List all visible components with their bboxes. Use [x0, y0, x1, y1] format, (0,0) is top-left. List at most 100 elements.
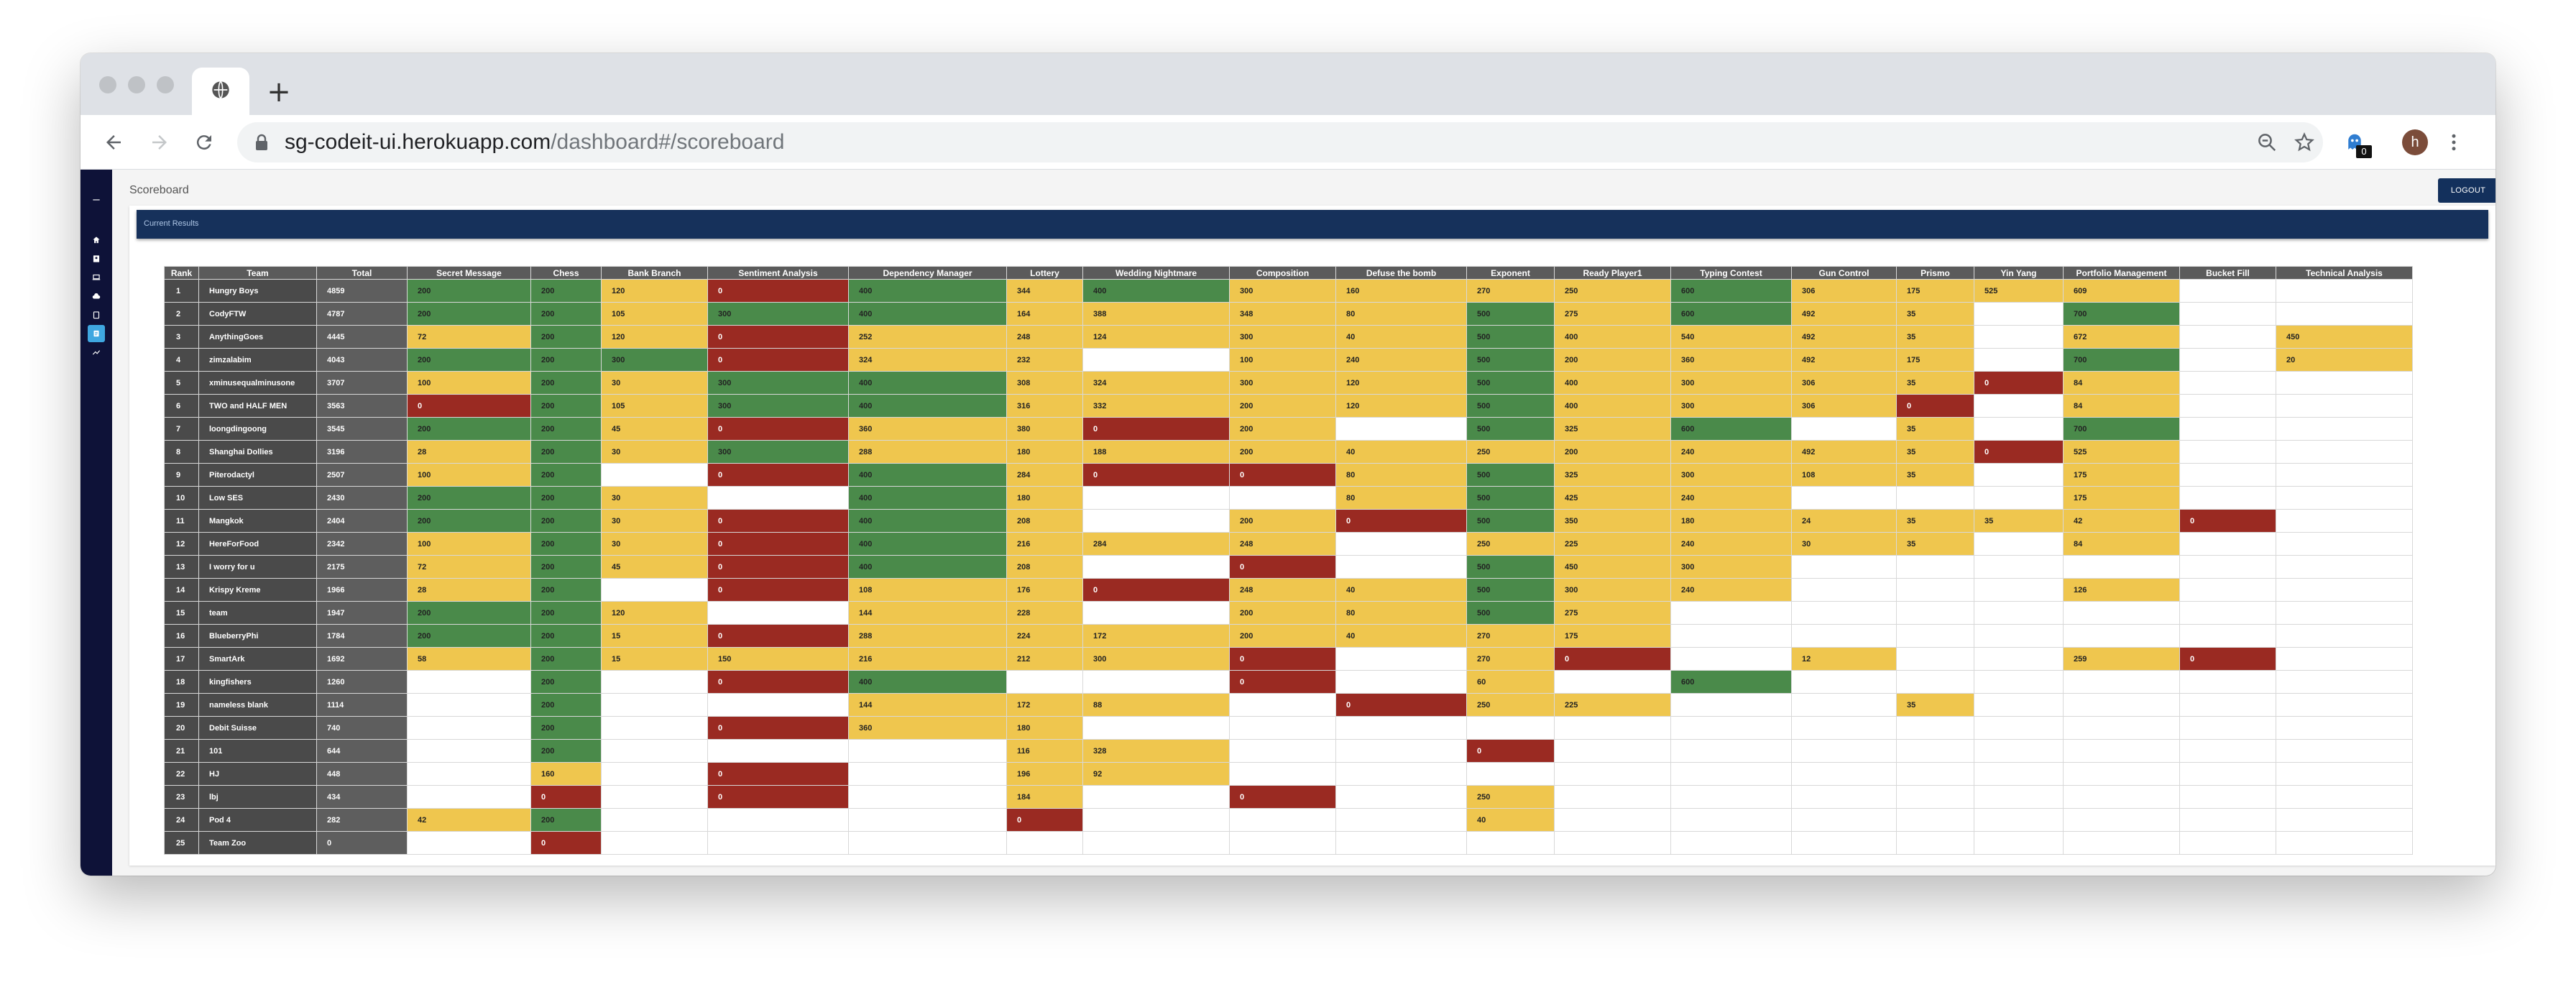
table-row: 2 CodyFTW 4787 200 200 105 300 400 164 388 348 80 50…	[164, 302, 2413, 326]
clipboard-icon	[93, 311, 100, 319]
score-cell: 200	[1229, 394, 1336, 418]
score-cell	[407, 693, 531, 717]
minimize-window-button[interactable]	[128, 76, 145, 93]
score-cell: 250	[1466, 785, 1555, 809]
score-cell	[2276, 831, 2413, 855]
score-cell	[601, 785, 708, 809]
score-cell: 0	[707, 348, 849, 372]
browser-menu-button[interactable]	[2437, 125, 2471, 160]
close-window-button[interactable]	[99, 76, 116, 93]
sidebar-item-scoreboard[interactable]	[88, 325, 105, 342]
reload-button[interactable]	[187, 125, 221, 160]
rank-cell: 24	[164, 808, 199, 832]
table-row: 17 SmartArk 1692 58 200 15 150 216 212 300 0 270 0 12…	[164, 647, 2413, 671]
score-cell	[707, 739, 849, 763]
total-cell: 1114	[316, 693, 408, 717]
score-cell: 500	[1466, 302, 1555, 326]
score-cell: 300	[1554, 578, 1671, 602]
browser-toolbar: sg-codeit-ui.herokuapp.com/dashboard#/sc…	[80, 115, 2496, 170]
score-cell: 250	[1466, 532, 1555, 556]
score-cell: 500	[1466, 394, 1555, 418]
score-cell	[2276, 555, 2413, 579]
column-header: Dependency Manager	[848, 266, 1007, 280]
new-tab-button[interactable]: +	[267, 75, 291, 109]
rank-cell: 16	[164, 624, 199, 648]
sidebar-item-laptop[interactable]	[88, 269, 105, 286]
score-cell: 248	[1229, 532, 1336, 556]
score-cell: 300	[601, 348, 708, 372]
team-cell: Krispy Kreme	[198, 578, 317, 602]
score-cell: 400	[848, 509, 1007, 533]
column-header: Composition	[1229, 266, 1336, 280]
table-row: 10 Low SES 2430 200 200 30 400 180 80 500 425 240 17…	[164, 486, 2413, 510]
total-cell: 0	[316, 831, 408, 855]
score-cell: 270	[1466, 624, 1555, 648]
extension-badge: 0	[2356, 145, 2372, 158]
score-cell: 35	[1896, 302, 1974, 326]
score-cell: 250	[1466, 693, 1555, 717]
score-cell: 200	[530, 486, 602, 510]
score-cell	[1974, 831, 2064, 855]
score-cell: 525	[1974, 279, 2064, 303]
rank-cell: 1	[164, 279, 199, 303]
score-cell: 275	[1554, 302, 1671, 326]
score-cell: 600	[1670, 670, 1792, 694]
score-cell: 492	[1791, 440, 1897, 464]
score-cell: 120	[601, 325, 708, 349]
score-cell	[2063, 739, 2180, 763]
score-cell	[601, 670, 708, 694]
zoom-button[interactable]	[2250, 125, 2284, 160]
score-cell: 175	[2063, 486, 2180, 510]
score-cell	[2063, 716, 2180, 740]
score-cell: 500	[1466, 325, 1555, 349]
maximize-window-button[interactable]	[157, 76, 174, 93]
table-row: 20 Debit Suisse 740 200 0 360 180	[164, 716, 2413, 740]
forward-button[interactable]	[142, 125, 177, 160]
table-row: 23 lbj 434 0 0 184 0 250	[164, 785, 2413, 809]
profile-button[interactable]: h	[2398, 125, 2432, 160]
team-cell: Low SES	[198, 486, 317, 510]
score-cell	[1670, 808, 1792, 832]
address-bar[interactable]: sg-codeit-ui.herokuapp.com/dashboard#/sc…	[237, 122, 2323, 162]
score-cell	[1670, 831, 1792, 855]
score-cell: 380	[1006, 417, 1083, 441]
sidebar-item-minus[interactable]	[88, 191, 105, 208]
score-cell: 0	[1335, 509, 1467, 533]
sidebar-item-cloud-upload[interactable]	[88, 288, 105, 305]
bookmark-button[interactable]	[2287, 125, 2322, 160]
back-button[interactable]	[96, 125, 131, 160]
score-cell: 0	[1554, 647, 1671, 671]
score-cell	[1670, 739, 1792, 763]
sidebar-item-trending-up[interactable]	[88, 344, 105, 361]
total-cell: 1966	[316, 578, 408, 602]
column-header: Secret Message	[407, 266, 531, 280]
score-cell: 500	[1466, 486, 1555, 510]
score-cell: 400	[1082, 279, 1230, 303]
extension-button[interactable]: 0	[2337, 125, 2372, 160]
sidebar-item-clipboard[interactable]	[88, 306, 105, 323]
score-cell: 200	[530, 601, 602, 625]
score-cell	[2276, 440, 2413, 464]
score-cell	[1554, 785, 1671, 809]
score-cell	[1335, 647, 1467, 671]
score-cell: 30	[601, 486, 708, 510]
rank-cell: 23	[164, 785, 199, 809]
score-cell: 15	[601, 624, 708, 648]
score-cell	[1896, 808, 1974, 832]
browser-tab[interactable]	[192, 68, 249, 115]
main-area: Scoreboard LOGOUT Current Results Rank Te…	[112, 170, 2496, 866]
logout-button[interactable]: LOGOUT	[2438, 178, 2496, 203]
page-content: Scoreboard LOGOUT Current Results Rank Te…	[80, 170, 2496, 876]
team-cell: Pod 4	[198, 808, 317, 832]
score-cell: 180	[1006, 486, 1083, 510]
score-cell: 200	[530, 440, 602, 464]
score-cell: 100	[407, 532, 531, 556]
score-cell	[2063, 601, 2180, 625]
sidebar-item-home[interactable]	[88, 231, 105, 249]
score-cell	[848, 808, 1007, 832]
score-cell: 240	[1335, 348, 1467, 372]
score-cell: 200	[530, 532, 602, 556]
score-cell: 450	[1554, 555, 1671, 579]
score-cell: 360	[1670, 348, 1792, 372]
sidebar-item-contacts[interactable]	[88, 250, 105, 267]
